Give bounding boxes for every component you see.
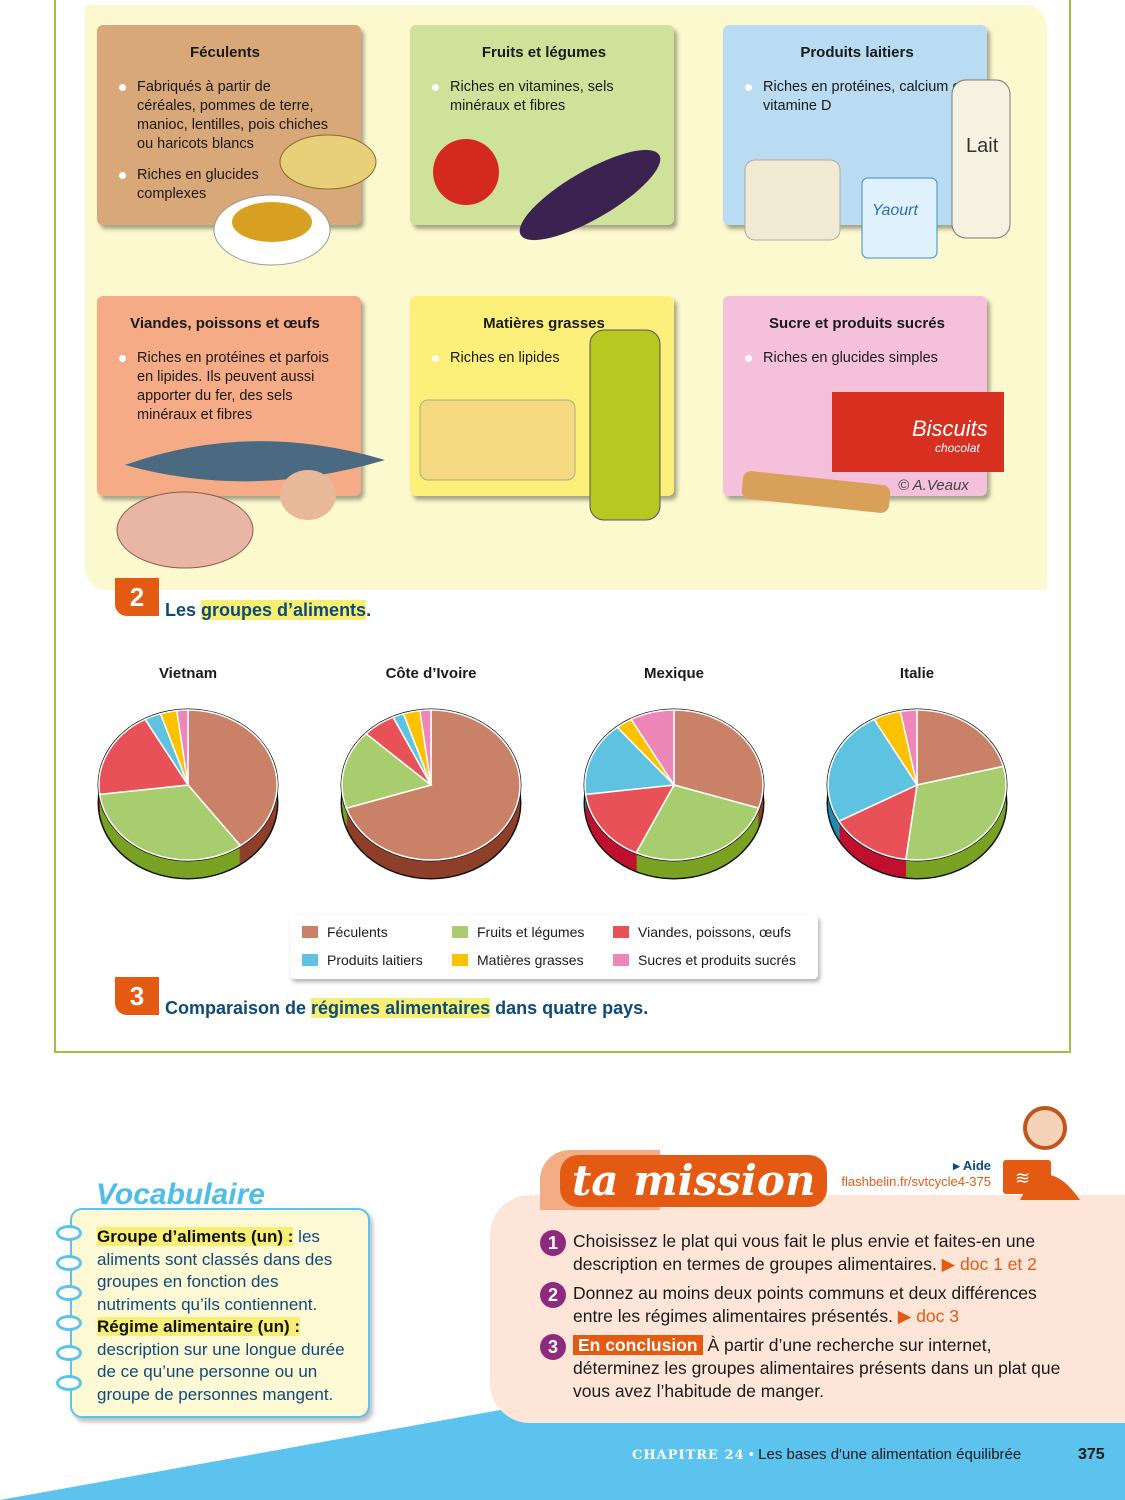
legend-swatch xyxy=(302,926,318,938)
pie-slice-Vietnam-Sucres et produits sucrés xyxy=(175,709,189,786)
legend-swatch xyxy=(302,954,318,966)
butter-illustration xyxy=(419,399,576,481)
food-illustrations: Yaourt Lait Biscuits chocolat © A.Veaux xyxy=(116,79,1011,569)
pie-slice-Mexique-Produits laitiers xyxy=(584,726,676,796)
pie-slice-Italie-Féculents xyxy=(916,709,1005,786)
food-group-bullet: Riches en protéines, calcium et vitamine… xyxy=(745,78,969,116)
pie-title-cote-divoire: Côte d’Ivoire xyxy=(385,665,477,682)
mission-title: ta mission xyxy=(560,1155,828,1207)
document-frame xyxy=(54,0,1071,1053)
food-group-title: Féculents xyxy=(189,44,261,61)
legend-item-viandes: Viandes, poissons, œufs xyxy=(613,924,791,940)
spiral-ring-icon xyxy=(56,1375,82,1391)
food-group-title: Fruits et légumes xyxy=(481,44,607,61)
oil-bottle-illustration xyxy=(589,329,661,521)
spiral-ring-icon xyxy=(56,1255,82,1271)
spiral-ring-icon xyxy=(56,1285,82,1301)
doc-number-2: 2 xyxy=(115,578,159,616)
pie-slice-Italie-Viandes, poissons, œufs xyxy=(837,783,918,861)
food-group-bullet: Fabriqués à partir de céréales, pommes d… xyxy=(119,78,331,154)
legend-item-feculents: Féculents xyxy=(302,924,388,940)
food-group-title: Produits laitiers xyxy=(800,44,914,61)
biscuits-sublabel: chocolat xyxy=(935,441,980,455)
pie-slice-Italie-Fruits et légumes xyxy=(904,765,1007,861)
yogurt-label: Yaourt xyxy=(872,202,919,219)
eggplant-illustration xyxy=(519,149,661,241)
apple-illustration xyxy=(433,139,499,205)
spiral-ring-icon xyxy=(56,1345,82,1361)
pie-title-mexique: Mexique xyxy=(643,665,704,682)
legend-item-fruits-legumes: Fruits et légumes xyxy=(452,924,584,940)
pie-slice-Mexique-Féculents xyxy=(673,709,764,810)
vocab-entry: Régime alimentaire (un) : description su… xyxy=(97,1317,345,1404)
legend-item-matieres-grasses: Matières grasses xyxy=(452,952,584,968)
pie-slice-Côte d’Ivoire-Féculents xyxy=(345,709,521,861)
chart-legend: Féculents Fruits et légumes Viandes, poi… xyxy=(290,915,818,979)
legend-swatch xyxy=(613,926,629,938)
pie-charts xyxy=(97,708,1008,880)
doc-reference-link[interactable]: ▶ doc 1 et 2 xyxy=(941,1254,1037,1274)
legend-item-produits-laitiers: Produits laitiers xyxy=(302,952,423,968)
milk-bottle-illustration xyxy=(951,79,1011,239)
vocabulary-title: Vocabulaire xyxy=(96,1178,265,1211)
biscuits-box-illustration xyxy=(832,392,1004,472)
legend-swatch xyxy=(452,954,468,966)
pie-title-vietnam: Vietnam xyxy=(158,665,218,682)
pie-slice-Mexique-Fruits et légumes xyxy=(635,784,760,861)
spiral-ring-icon xyxy=(56,1225,82,1241)
pie-slice-Mexique-Sucres et produits sucrés xyxy=(630,709,675,788)
doc2-title: Les groupes d’aliments. xyxy=(165,600,372,620)
food-group-bullet: Riches en glucides complexes xyxy=(119,166,331,204)
pie-slice-Vietnam-Féculents xyxy=(187,709,278,847)
pie-slice-Vietnam-Fruits et légumes xyxy=(98,784,242,861)
egg-illustration xyxy=(280,470,336,520)
chapter-footer: CHAPITRE 24 • Les bases d'une alimentati… xyxy=(632,1446,1022,1463)
food-group-bullet: Riches en glucides simples xyxy=(745,349,969,368)
legend-swatch xyxy=(613,954,629,966)
spiral-ring-icon xyxy=(56,1315,82,1331)
pie-title-italie: Italie xyxy=(899,665,935,682)
mission-question-2: 2 Donnez au moins deux points communs et … xyxy=(540,1282,1080,1328)
vocabulary-box: Groupe d’aliments (un) : les aliments so… xyxy=(56,1208,370,1418)
yogurt-illustration xyxy=(861,177,938,259)
mission-question-1: 1 Choisissez le plat qui vous fait le plu… xyxy=(540,1230,1080,1276)
food-group-bullet: Riches en vitamines, sels minéraux et fi… xyxy=(432,78,656,116)
help-url[interactable]: flashbelin.fr/svtcycle4-375 xyxy=(841,1174,991,1189)
illustrator-credit: © A.Veaux xyxy=(898,477,969,494)
milk-label: Lait xyxy=(966,135,999,157)
footer-band xyxy=(0,1410,1125,1500)
mission-question-3: 3 En conclusion À partir d’une recherche … xyxy=(540,1334,1080,1403)
vocab-entry: Groupe d’aliments (un) : les aliments so… xyxy=(97,1227,333,1314)
wifi-icon: ≋ xyxy=(1015,1168,1030,1188)
food-group-title: Viandes, poissons et œufs xyxy=(130,315,320,332)
doc3-title: Comparaison de régimes alimentaires dans… xyxy=(165,998,649,1018)
mission-panel xyxy=(490,1195,1125,1423)
character-with-laptop-illustration: ≋ xyxy=(1003,1106,1080,1200)
doc-reference-link[interactable]: ▶ doc 3 xyxy=(897,1306,960,1326)
legend-swatch xyxy=(452,926,468,938)
cereal-bar-illustration xyxy=(741,471,891,513)
doc-number-3: 3 xyxy=(115,977,159,1015)
pie-slice-Italie-Produits laitiers xyxy=(827,718,919,823)
legend-item-sucres: Sucres et produits sucrés xyxy=(613,952,796,968)
biscuits-label: Biscuits xyxy=(912,416,988,441)
potato-illustration xyxy=(279,134,377,190)
food-group-card: Féculents Fabriqués à partir de céréales,… xyxy=(97,25,361,225)
pie-slice-Mexique-Viandes, poissons, œufs xyxy=(584,784,676,854)
help-link[interactable]: ▸ Aide flashbelin.fr/svtcycle4-375 xyxy=(841,1158,991,1190)
food-group-title: Matières grasses xyxy=(483,315,605,332)
pie-slice-Côte d’Ivoire-Sucres et produits sucrés xyxy=(418,709,432,786)
cheese-illustration xyxy=(744,159,841,241)
pie-slice-Côte d’Ivoire-Fruits et légumes xyxy=(341,732,433,810)
food-group-title: Sucre et produits sucrés xyxy=(769,315,945,332)
page-number: 375 xyxy=(1078,1446,1105,1463)
food-group-bullet: Riches en lipides xyxy=(432,349,656,368)
pie-slice-Italie-Sucres et produits sucrés xyxy=(899,709,918,786)
help-label: ▸ Aide xyxy=(953,1158,991,1173)
fish-illustration xyxy=(125,441,385,482)
pie-slice-Vietnam-Viandes, poissons, œufs xyxy=(98,718,190,796)
food-group-bullet: Riches en protéines et parfois en lipide… xyxy=(119,349,331,425)
ham-illustration xyxy=(116,491,254,569)
